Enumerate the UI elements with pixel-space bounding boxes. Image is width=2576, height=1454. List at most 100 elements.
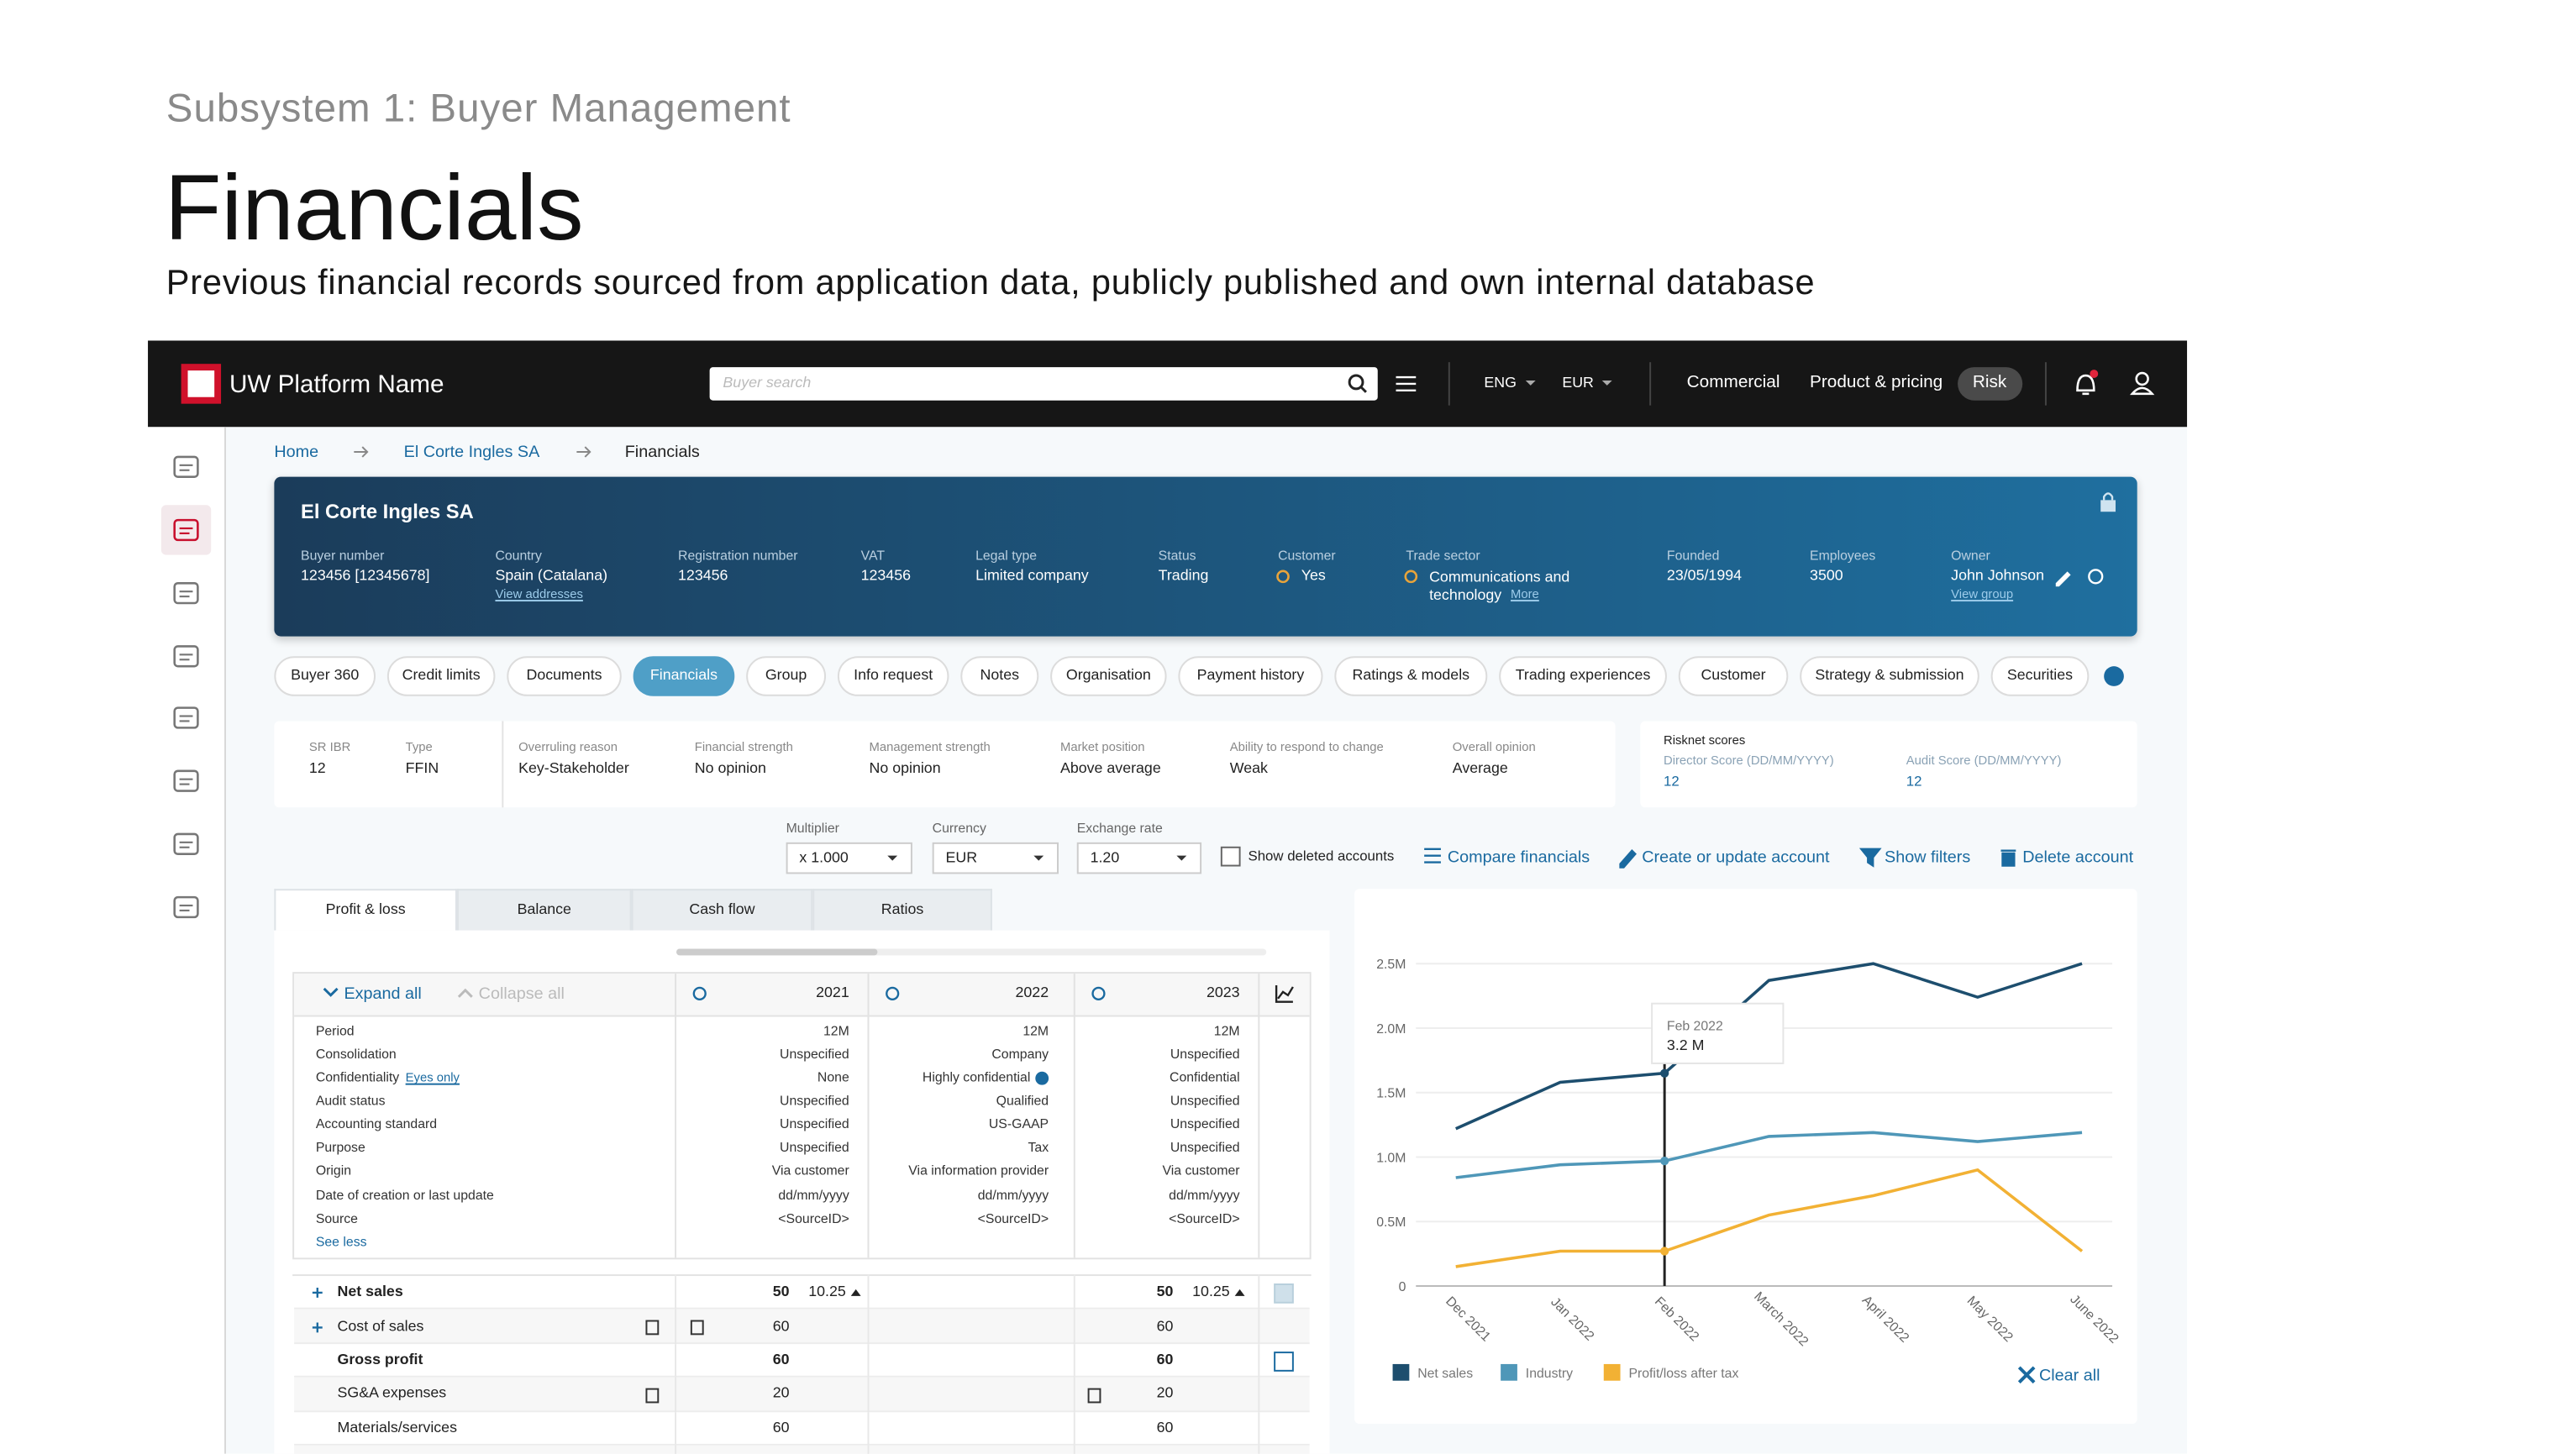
buyer-field-link[interactable]: View addresses [495, 586, 583, 602]
tab-label[interactable]: Trading experiences [1515, 666, 1651, 684]
subtab[interactable] [631, 889, 813, 931]
tab-label[interactable]: Payment history [1196, 666, 1305, 684]
tab-label[interactable]: Strategy & submission [1815, 666, 1964, 684]
subtab[interactable] [812, 889, 992, 931]
tab[interactable] [1334, 656, 1488, 696]
subtab-label[interactable]: Cash flow [689, 900, 755, 918]
meta-value: <SourceID> [778, 1210, 849, 1226]
tab-label[interactable]: Ratings & models [1352, 666, 1470, 684]
meta-value: Unspecified [1170, 1046, 1240, 1062]
meta-value: dd/mm/yyyy [977, 1187, 1049, 1203]
tab[interactable] [1990, 656, 2090, 696]
language[interactable]: ENG [1484, 374, 1517, 391]
buyer-field-label: Status [1158, 548, 1196, 564]
meta-value: Via customer [771, 1163, 849, 1179]
breadcrumb-item[interactable]: Home [274, 443, 319, 461]
column-divider [1073, 1378, 1075, 1412]
meta-value: dd/mm/yyyy [778, 1187, 849, 1203]
action-link[interactable]: Delete account [2022, 848, 2134, 867]
buyer-field-value: Trading [1158, 566, 1209, 584]
meta-label: Date of creation or last update [315, 1187, 494, 1203]
action-link[interactable]: Create or update account [1642, 848, 1830, 867]
subtab-label[interactable]: Balance [517, 900, 571, 918]
buyer-field-link[interactable]: More [1511, 586, 1539, 602]
nav-link[interactable]: Risk [1972, 372, 2007, 393]
account-value: 50 [772, 1283, 790, 1300]
column-divider [1258, 1411, 1260, 1446]
subtab[interactable] [456, 889, 632, 931]
action-icon [2000, 849, 2016, 867]
subtab[interactable] [274, 889, 457, 931]
meta-value: Confidential [1170, 1069, 1240, 1085]
y-tick-label: 1.5M [1376, 1087, 1406, 1101]
history-icon [886, 986, 900, 1000]
select-value: EUR [945, 849, 978, 866]
tab[interactable] [1800, 656, 1979, 696]
table-icons [323, 984, 1294, 1085]
clear-all[interactable]: Clear all [2039, 1367, 2100, 1385]
search-icon [1348, 374, 1364, 391]
caret [1525, 380, 1536, 386]
buyer-field-label: Country [495, 548, 542, 564]
tab[interactable] [1678, 656, 1789, 696]
tab-label[interactable]: Info request [854, 666, 933, 684]
tab-label[interactable]: Securities [2006, 666, 2074, 684]
tab[interactable] [1499, 656, 1667, 696]
buyer-field-label: VAT [860, 548, 886, 564]
account-label: Materials/services [337, 1418, 458, 1436]
tab[interactable] [746, 656, 827, 696]
tab[interactable] [633, 656, 735, 696]
account-label: Gross profit [337, 1350, 423, 1367]
tab-label[interactable]: Financials [649, 666, 718, 684]
collapse-all[interactable]: Collapse all [478, 984, 565, 1003]
user-icon [2135, 371, 2149, 386]
tab-label[interactable]: Documents [526, 666, 602, 684]
tab[interactable] [1050, 656, 1167, 696]
tab[interactable] [274, 656, 376, 696]
search-box[interactable] [709, 367, 1378, 401]
tab-label[interactable]: Group [765, 666, 807, 684]
focus-point [1660, 1156, 1669, 1166]
account-row [294, 1445, 1310, 1454]
tab-label[interactable]: Credit limits [402, 666, 481, 684]
sidebar-icon [173, 832, 199, 855]
meta-label: Source [315, 1210, 358, 1226]
y-tick-label: 0 [1399, 1280, 1406, 1294]
page-title: Financials [164, 154, 584, 259]
subtab-label[interactable]: Ratios [881, 900, 924, 918]
arrow [576, 446, 591, 458]
tab-label[interactable]: Buyer 360 [291, 666, 360, 684]
tab-label[interactable]: Organisation [1065, 666, 1151, 684]
action-link[interactable]: Compare financials [1447, 848, 1590, 867]
tab-label[interactable]: Notes [980, 666, 1020, 684]
x-tick-label: Jan 2022 [1548, 1295, 1596, 1344]
tab[interactable] [960, 656, 1039, 696]
y-tick-label: 0.5M [1376, 1215, 1406, 1230]
column-divider [1073, 1445, 1075, 1454]
tab-label[interactable]: Customer [1701, 666, 1766, 684]
subtab-label[interactable]: Profit & loss [325, 900, 406, 918]
breadcrumb-item[interactable]: El Corte Ingles SA [403, 443, 540, 461]
meta-value: Unspecified [780, 1046, 849, 1062]
caret [1033, 855, 1044, 861]
status-dot [1404, 570, 1418, 584]
up-arrow [850, 1289, 861, 1296]
see-less-link[interactable]: See less [315, 1234, 367, 1250]
buyer-field-label: Owner [1951, 548, 1990, 564]
breadcrumb-arrows [354, 446, 591, 458]
buyer-field-label: Founded [1666, 548, 1720, 564]
tab[interactable] [837, 656, 949, 696]
tab[interactable] [507, 656, 622, 696]
nav-link[interactable]: Commercial [1686, 372, 1780, 393]
nav-link[interactable]: Product & pricing [1810, 372, 1943, 393]
edit-icon [2055, 571, 2071, 587]
currency[interactable]: EUR [1562, 374, 1594, 391]
eyes-only-link[interactable]: Eyes only [405, 1070, 460, 1085]
tab[interactable] [386, 656, 496, 696]
expand-all[interactable]: Expand all [344, 984, 422, 1003]
account-value: 20 [772, 1384, 790, 1402]
action-link[interactable]: Show filters [1885, 848, 1971, 867]
buyer-field-link[interactable]: View group [1951, 586, 2014, 602]
checkbox-label[interactable]: Show deleted accounts [1248, 848, 1395, 865]
tab[interactable] [1178, 656, 1323, 696]
